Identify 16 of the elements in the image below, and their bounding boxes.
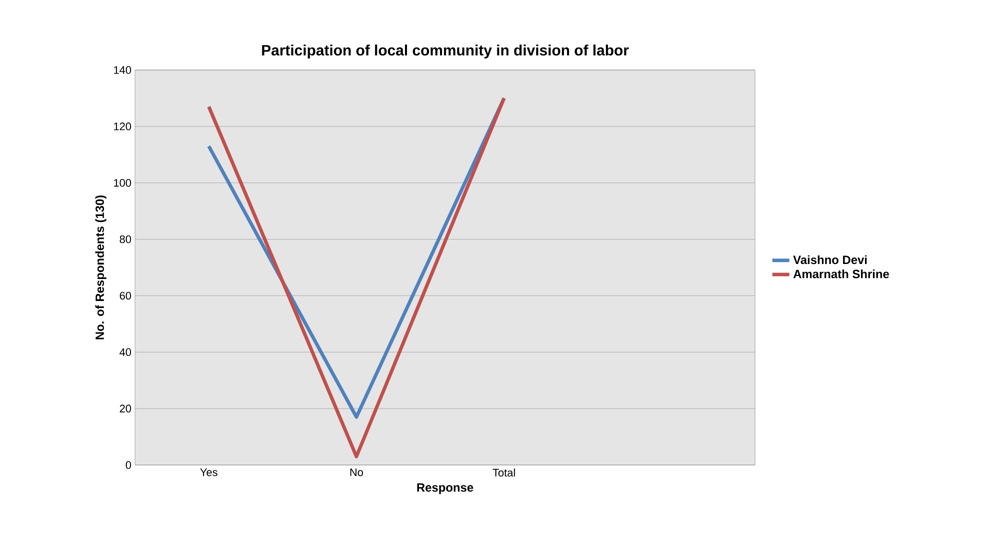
chart-title: Participation of local community in division of labor xyxy=(262,44,629,58)
y-tick-label: 140 xyxy=(114,66,132,74)
y-tick-label: 80 xyxy=(120,235,132,244)
y-axis-title: No. of Respondents (130) xyxy=(95,195,106,340)
y-tick-label: 0 xyxy=(126,461,132,469)
legend-label: Amarnath Shrine xyxy=(793,269,889,278)
y-tick-label: 40 xyxy=(120,348,132,356)
y-tick-label: 120 xyxy=(114,122,132,130)
x-tick-label: Yes xyxy=(200,468,218,476)
x-tick-label: No xyxy=(350,468,363,476)
legend-label: Vaishno Devi xyxy=(793,255,867,264)
y-tick-label: 20 xyxy=(120,404,132,412)
y-tick-label: 100 xyxy=(114,178,132,187)
x-tick-label: Total xyxy=(492,468,515,477)
y-tick-label: 60 xyxy=(120,292,132,300)
x-axis-title: Response xyxy=(417,483,474,494)
